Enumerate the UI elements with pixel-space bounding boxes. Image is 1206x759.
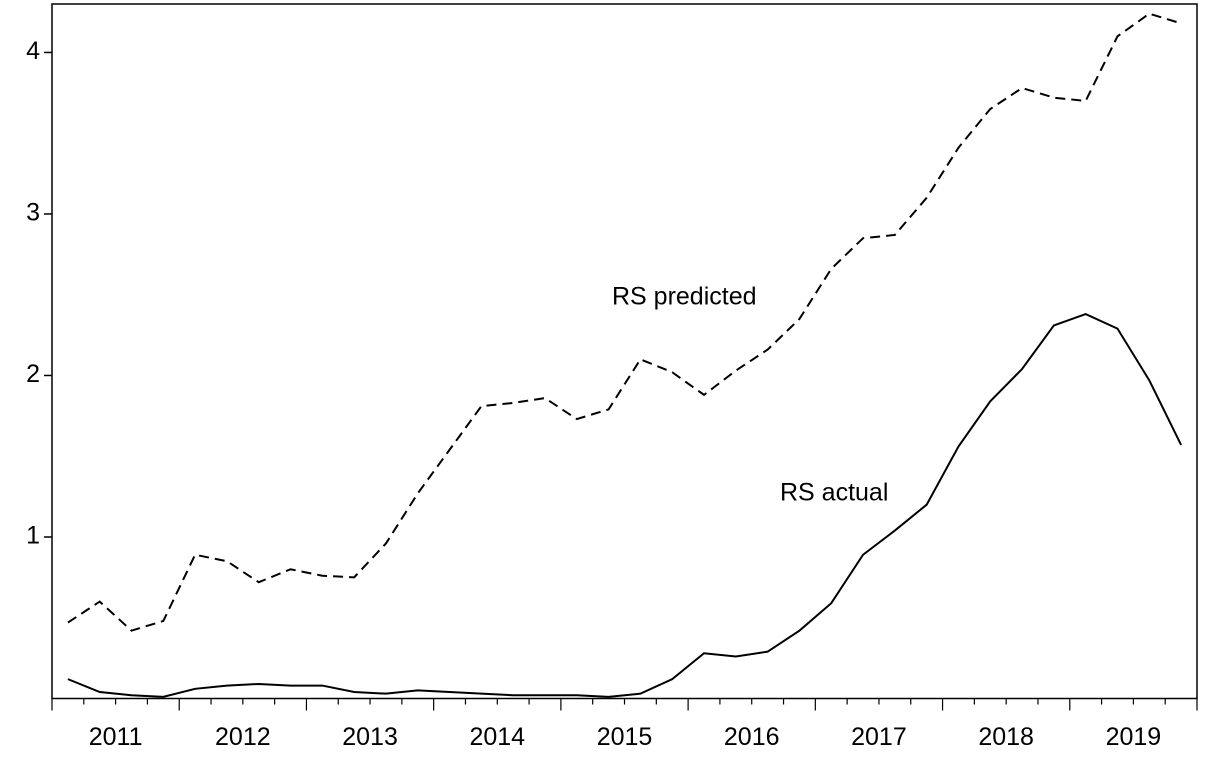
x-tick-label: 2013 [342, 723, 398, 751]
x-tick-label: 2017 [851, 723, 907, 751]
y-tick-label: 4 [26, 37, 40, 65]
y-tick-label: 1 [26, 522, 40, 550]
y-tick-label: 2 [26, 360, 40, 388]
y-tick-label: 3 [26, 199, 40, 227]
x-tick-label: 2011 [89, 723, 143, 751]
plot-frame [51, 3, 1198, 700]
x-tick-label: 2012 [215, 723, 271, 751]
series-line [67, 12, 1182, 632]
series-annotation: RS predicted [612, 283, 757, 311]
x-tick-label: 2018 [978, 723, 1034, 751]
series-annotation: RS actual [780, 479, 888, 507]
x-tick-label: 2019 [1106, 723, 1162, 751]
x-tick-label: 2014 [469, 723, 525, 751]
series-line [67, 313, 1182, 698]
x-tick-label: 2015 [597, 723, 653, 751]
x-tick-label: 2016 [724, 723, 780, 751]
